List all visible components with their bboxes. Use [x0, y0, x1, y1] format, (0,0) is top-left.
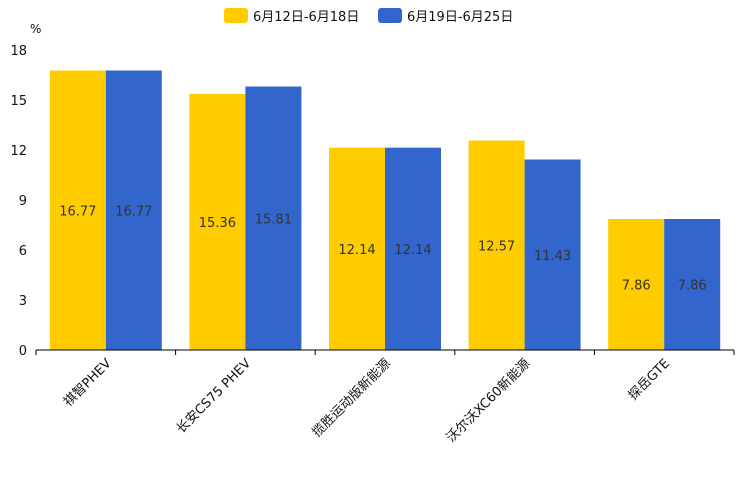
- x-category-label: 长安CS75 PHEV: [174, 356, 254, 436]
- y-tick-label: 0: [19, 344, 27, 359]
- data-label: 12.57: [478, 239, 515, 254]
- y-tick-label: 6: [19, 244, 27, 259]
- x-category-label: 沃尔沃XC60新能源: [443, 356, 533, 446]
- legend-swatch: [224, 8, 248, 23]
- legend-swatch: [378, 8, 402, 23]
- bar-series-1-2: [189, 94, 246, 350]
- x-axis: 祺智PHEV 长安CS75 PHEV 揽胜运动版新能源 沃尔沃XC60新能源 探岳GTE: [35, 350, 735, 446]
- legend-label: 6月12日-6月18日: [253, 10, 359, 25]
- data-label: 15.81: [255, 212, 292, 227]
- legend-label: 6月19日-6月25日: [407, 10, 513, 25]
- bar-series-1-5: [608, 219, 665, 350]
- y-tick-label: 12: [10, 144, 27, 159]
- x-category-label: 揽胜运动版新能源: [309, 356, 394, 441]
- bar-series-2-3: [385, 147, 441, 350]
- bar-series-1-1: [49, 70, 106, 350]
- y-axis: 0 3 6 9 12 15 18: [10, 44, 27, 359]
- bar-series-2-1: [105, 70, 162, 350]
- bar-series-1-4: [468, 140, 525, 350]
- bar-series-2-5: [664, 219, 721, 350]
- data-labels: 16.77 15.36 12.14 12.57 7.86 16.77 15.81 12.14 1…: [59, 204, 706, 293]
- y-axis-unit-label: %: [30, 22, 41, 36]
- data-label: 7.86: [622, 279, 651, 294]
- data-label: 11.43: [534, 249, 571, 264]
- data-label: 15.36: [199, 216, 236, 231]
- data-label: 12.14: [338, 243, 375, 258]
- data-label: 16.77: [59, 204, 96, 219]
- y-tick-label: 15: [10, 94, 27, 109]
- data-label: 16.77: [115, 204, 152, 219]
- x-category-label: 祺智PHEV: [61, 356, 115, 410]
- legend: 6月12日-6月18日 6月19日-6月25日: [224, 8, 513, 25]
- data-label: 12.14: [394, 243, 431, 258]
- bar-series-1-3: [329, 147, 385, 350]
- bar-series-2-4: [524, 159, 581, 350]
- y-tick-label: 18: [10, 44, 27, 59]
- y-tick-label: 3: [19, 294, 27, 309]
- x-category-label: 探岳GTE: [626, 356, 673, 403]
- data-label: 7.86: [678, 279, 707, 294]
- bar-series-2-2: [245, 86, 302, 350]
- y-tick-label: 9: [19, 194, 27, 209]
- bars: [49, 70, 721, 350]
